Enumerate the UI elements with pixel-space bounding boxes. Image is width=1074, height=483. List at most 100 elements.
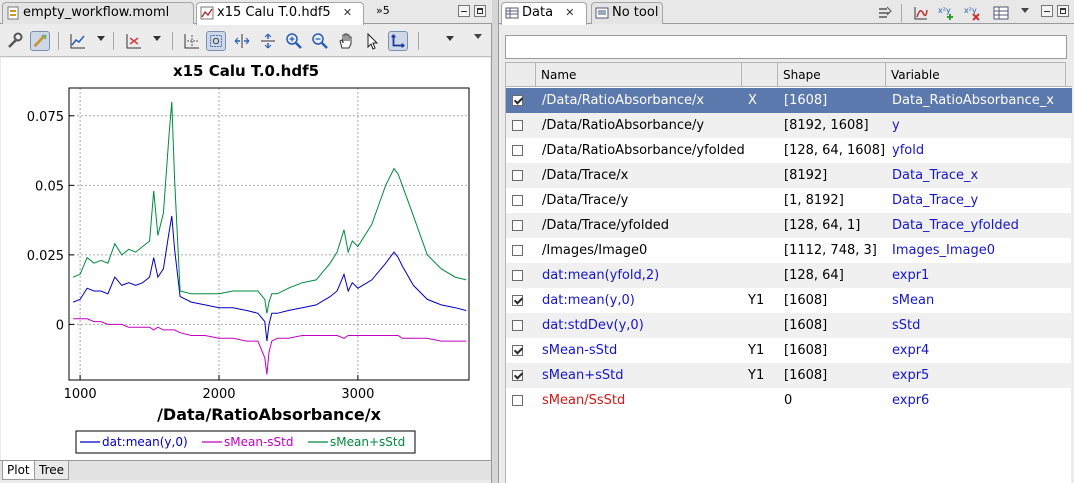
table-row[interactable]: dat:mean(y,0) Y1 [1608] sMean — [506, 288, 1072, 313]
close-icon[interactable]: ✕ — [342, 6, 353, 19]
toolbar-separator — [113, 32, 114, 50]
row-name: sMean/SsStd — [542, 393, 626, 408]
table-row[interactable]: sMean/SsStd 0 expr6 — [506, 388, 1072, 413]
maximize-icon[interactable] — [474, 5, 486, 17]
table-row[interactable]: /Data/RatioAbsorbance/yfolded [128, 64, 1… — [506, 138, 1072, 163]
table-header: Name Shape Variable — [506, 62, 1072, 87]
row-checkbox[interactable] — [512, 245, 523, 256]
row-variable: expr1 — [892, 268, 930, 283]
add-expression-icon[interactable]: x²y — [937, 4, 955, 22]
chart-title: x15 Calu T.0.hdf5 — [173, 62, 319, 80]
minimize-icon[interactable] — [458, 5, 470, 17]
chart-axes — [68, 87, 470, 381]
row-checkbox[interactable] — [512, 395, 523, 406]
view-menu-icon[interactable] — [474, 34, 482, 39]
y-tick-label: 0.025 — [27, 249, 64, 264]
zoom-in-icon[interactable] — [284, 31, 304, 51]
table-row[interactable]: sMean-sStd Y1 [1608] expr4 — [506, 338, 1072, 363]
x-tick-label: 3000 — [341, 387, 374, 402]
tab-data[interactable]: Data ✕ — [501, 2, 587, 25]
row-checkbox[interactable] — [512, 370, 523, 381]
table-row[interactable]: dat:stdDev(y,0) [1608] sStd — [506, 313, 1072, 338]
axis-reset-icon[interactable] — [388, 31, 408, 51]
tools-icon[interactable] — [5, 31, 25, 51]
chevron-down-icon[interactable] — [97, 36, 105, 41]
delete-expression-icon[interactable]: x²y — [963, 4, 981, 22]
plot-frame — [68, 87, 470, 381]
brush-icon[interactable] — [30, 31, 50, 51]
row-name: sMean-sStd — [542, 343, 618, 358]
table-view-icon[interactable] — [993, 5, 1009, 21]
table-row[interactable]: /Data/Trace/x [8192] Data_Trace_x — [506, 163, 1072, 188]
zoom-box-icon[interactable] — [206, 31, 226, 51]
tab-tree[interactable]: Tree — [34, 461, 70, 480]
row-checkbox[interactable] — [512, 270, 523, 281]
row-variable: Data_Trace_y — [892, 193, 979, 208]
row-name: /Data/Trace/x — [542, 168, 629, 183]
plot-file-icon — [200, 6, 214, 20]
zoom-out-icon[interactable] — [310, 31, 330, 51]
filter-input[interactable] — [505, 35, 1067, 59]
row-variable: sMean — [892, 293, 935, 308]
plot-area[interactable]: 0.075 0.05 0.025 0 1000 2000 3000 x15 Calu T.0… — [1, 58, 490, 460]
plot-toolbar — [0, 25, 491, 57]
column-header-variable[interactable]: Variable — [886, 62, 1066, 87]
view-menu-icon[interactable] — [1021, 8, 1029, 13]
tab-workflow-label: empty_workflow.moml — [23, 5, 170, 20]
data-table: Name Shape Variable /Data/RatioAbsorbanc… — [505, 62, 1072, 483]
bottom-tab-bar: Plot Tree — [0, 460, 491, 480]
chevron-down-icon[interactable] — [153, 36, 161, 41]
pan-hand-icon[interactable] — [336, 31, 356, 51]
table-row[interactable]: /Data/Trace/yfolded [128, 64, 1] Data_Trac… — [506, 213, 1072, 238]
row-name: /Images/Image0 — [542, 243, 648, 258]
column-header-select[interactable] — [506, 62, 536, 87]
tab-data-label: Data — [522, 5, 554, 20]
row-checkbox[interactable] — [512, 320, 523, 331]
row-checkbox[interactable] — [512, 170, 523, 181]
minimize-icon[interactable] — [1041, 5, 1053, 17]
chart-legend: dat:mean(y,0) sMean-sStd sMean+sStd — [75, 430, 416, 454]
row-checkbox[interactable] — [512, 345, 523, 356]
table-row[interactable]: dat:mean(yfold,2) [128, 64] expr1 — [506, 263, 1072, 288]
series-line-1 — [73, 318, 467, 375]
transfer-icon[interactable] — [877, 5, 893, 21]
tab-plot[interactable]: Plot — [2, 461, 35, 480]
tab-no-tool[interactable]: No tool — [591, 2, 663, 24]
tab-overflow[interactable]: »5 — [376, 4, 390, 17]
chevron-down-icon[interactable] — [446, 36, 454, 41]
row-checkbox[interactable] — [512, 220, 523, 231]
close-icon[interactable]: ✕ — [565, 6, 575, 19]
zoom-x-icon[interactable] — [232, 31, 252, 51]
table-row[interactable]: /Images/Image0 [1112, 748, 3] Images_Image… — [506, 238, 1072, 263]
pointer-icon[interactable] — [362, 31, 382, 51]
table-row[interactable]: sMean+sStd Y1 [1608] expr5 — [506, 363, 1072, 388]
column-header-shape[interactable]: Shape — [778, 62, 886, 87]
legend-entry: sMean-sStd — [224, 435, 293, 449]
line-chart[interactable]: 0.075 0.05 0.025 0 1000 2000 3000 x15 Calu T.0… — [1, 58, 490, 460]
row-checkbox[interactable] — [512, 120, 523, 131]
table-row[interactable]: /Data/Trace/y [1, 8192] Data_Trace_y — [506, 188, 1072, 213]
row-checkbox[interactable] — [512, 95, 523, 106]
tab-workflow[interactable]: empty_workflow.moml — [2, 2, 194, 24]
row-name: /Data/RatioAbsorbance/x — [542, 93, 705, 108]
maximize-icon[interactable] — [1057, 5, 1069, 17]
column-header-name[interactable]: Name — [536, 62, 742, 87]
tab-hdf5-plot[interactable]: x15 Calu T.0.hdf5 ✕ — [196, 2, 364, 25]
table-row[interactable]: /Data/RatioAbsorbance/x X [1608] Data_Ratio… — [506, 88, 1072, 113]
line-plot-icon[interactable] — [68, 31, 88, 51]
plot-data-icon[interactable] — [913, 5, 929, 21]
y-tick-label: 0.075 — [27, 110, 64, 125]
axes-config-icon[interactable] — [124, 31, 144, 51]
x-tick-label: 2000 — [202, 387, 235, 402]
row-checkbox[interactable] — [512, 295, 523, 306]
svg-text:x²y: x²y — [938, 6, 951, 15]
tab-hdf5-label: x15 Calu T.0.hdf5 — [217, 5, 331, 20]
row-checkbox[interactable] — [512, 195, 523, 206]
row-checkbox[interactable] — [512, 145, 523, 156]
series-line-2 — [73, 101, 467, 314]
table-row[interactable]: /Data/RatioAbsorbance/y [8192, 1608] y — [506, 113, 1072, 138]
row-name: dat:mean(yfold,2) — [542, 268, 660, 283]
column-header-axis[interactable] — [742, 62, 778, 87]
crosshair-icon[interactable] — [182, 31, 202, 51]
zoom-y-icon[interactable] — [258, 31, 278, 51]
